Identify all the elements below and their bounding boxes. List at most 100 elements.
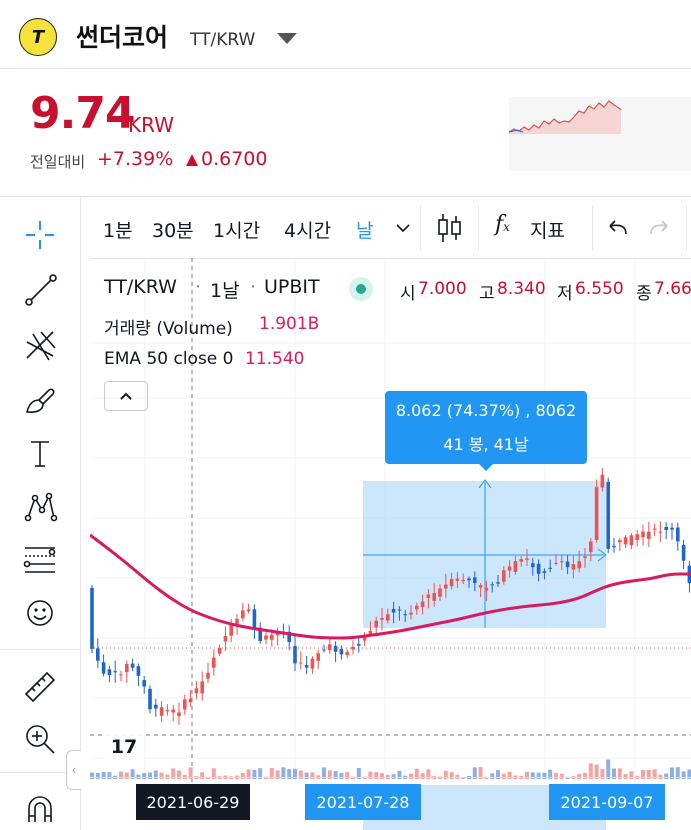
trend-line-tool[interactable]	[18, 267, 62, 311]
timeframe-30m[interactable]: 30분	[152, 220, 194, 242]
text-tool[interactable]	[18, 431, 62, 475]
volume-bar	[397, 770, 402, 779]
crosshair-date-label: 2021-06-29	[136, 784, 250, 820]
measure-bar-count: 41 봉, 41날	[443, 435, 529, 454]
coin-logo: T	[19, 18, 57, 56]
header-bar	[0, 0, 691, 69]
timeframe-4h[interactable]: 4시간	[284, 220, 332, 242]
forecast-icon	[23, 547, 56, 573]
candle-body	[519, 559, 523, 562]
candle-body	[264, 635, 268, 640]
volume-bar	[275, 770, 280, 779]
candle-body	[467, 578, 471, 581]
crosshair-tool[interactable]	[18, 213, 62, 257]
candle-body	[380, 617, 384, 620]
zoom-in-icon	[26, 725, 55, 754]
candle-body	[444, 584, 448, 589]
market-pair[interactable]: TT/KRW	[190, 30, 256, 50]
volume-bar	[391, 774, 396, 779]
candle-body	[345, 652, 349, 655]
candle-body	[90, 587, 94, 649]
candle-body	[647, 531, 651, 539]
volume-bar	[142, 772, 147, 779]
candle-body	[322, 649, 326, 651]
sparkline-area	[509, 101, 621, 134]
coin-name[interactable]: 썬더코어	[76, 23, 169, 52]
candle-body	[629, 535, 634, 546]
zoom-in-tool[interactable]	[18, 717, 62, 761]
toolbar-separator	[592, 205, 593, 251]
volume-bar	[368, 771, 373, 779]
drawing-toolbar	[0, 197, 81, 830]
candle-body	[676, 527, 680, 542]
pitchfork-tool[interactable]	[18, 323, 62, 367]
forecast-tool[interactable]	[18, 537, 62, 581]
candle-body	[577, 561, 581, 569]
candle-body	[154, 704, 158, 709]
timeframe-1m[interactable]: 1분	[103, 220, 133, 242]
undo-icon[interactable]	[606, 218, 630, 238]
candle-body	[229, 623, 233, 636]
collapse-legend-button[interactable]	[104, 381, 148, 411]
volume-bar	[269, 767, 274, 779]
candle-body	[600, 474, 605, 488]
volume-bar	[652, 769, 657, 779]
candle-body	[641, 531, 645, 538]
candle-body	[403, 614, 407, 616]
chevron-down-icon[interactable]	[277, 33, 297, 44]
market-status-indicator[interactable]	[349, 277, 373, 301]
timeframe-1h[interactable]: 1시간	[213, 220, 261, 242]
measure-tooltip: 8.062 (74.37%) , 8062 41 봉, 41날	[385, 391, 587, 464]
brush-tool[interactable]	[18, 377, 62, 421]
range-start-label: 2021-07-28	[305, 784, 421, 820]
volume-bar	[298, 770, 303, 779]
volume-bar	[95, 772, 100, 779]
volume-bar	[287, 769, 292, 779]
volume-bar	[617, 768, 622, 779]
candle-body	[159, 707, 164, 716]
candle-body	[502, 570, 506, 582]
legend-dot: ·	[195, 276, 202, 298]
candle-body	[409, 612, 413, 615]
volume-bar	[629, 771, 634, 779]
candle-body	[606, 481, 610, 549]
toolbar-divider	[0, 772, 80, 773]
tradingview-logo[interactable]: 17	[104, 731, 144, 759]
function-icon[interactable]: fx	[495, 212, 510, 237]
pattern-tool[interactable]	[18, 485, 62, 529]
volume-bar	[385, 774, 390, 779]
pattern-icon	[24, 492, 58, 522]
volume-bar	[670, 767, 674, 779]
candles-icon[interactable]	[435, 212, 463, 244]
redo-icon[interactable]	[647, 218, 671, 238]
candle-body	[136, 666, 141, 676]
ruler-tool[interactable]	[18, 663, 62, 707]
volume-bar	[409, 773, 413, 779]
volume-bar	[525, 771, 529, 779]
candle-body	[310, 658, 315, 669]
emoji-tool[interactable]	[18, 591, 62, 635]
indicators-button[interactable]: 지표	[530, 220, 565, 242]
magnet-tool[interactable]	[18, 785, 62, 829]
chart-toolbar	[90, 198, 691, 259]
timeframe-day[interactable]: 날	[356, 220, 374, 242]
price-chart[interactable]	[90, 258, 691, 830]
chevron-down-icon[interactable]	[395, 222, 411, 234]
candle-body	[496, 582, 500, 584]
candlesticks	[90, 468, 691, 725]
candle-body	[188, 698, 193, 703]
legend-exchange: UPBIT	[264, 276, 320, 298]
volume-bar	[577, 773, 582, 779]
legend-open: 7.000	[418, 279, 467, 299]
candle-body	[438, 588, 442, 597]
candle-body	[217, 647, 222, 654]
candle-body	[339, 649, 344, 655]
candle-body	[177, 712, 181, 717]
volume-bar	[177, 770, 181, 779]
trend-line-icon	[25, 274, 57, 306]
volume-bar	[536, 772, 541, 779]
sparkline-line-blue	[509, 129, 524, 133]
collapse-toolbar-button[interactable]: ‹	[66, 750, 81, 790]
candle-body	[316, 653, 320, 661]
candle-body	[513, 561, 518, 572]
